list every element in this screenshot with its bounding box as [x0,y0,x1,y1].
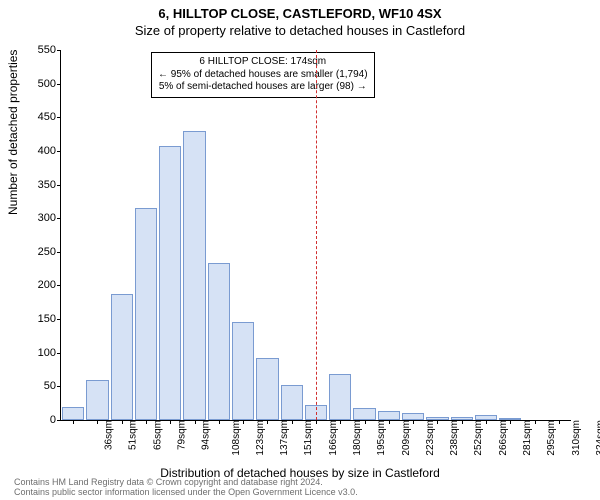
x-tick-label: 223sqm [421,420,436,456]
y-tick-label: 450 [16,111,61,123]
x-tick-mark [316,420,317,424]
y-tick-mark [57,285,61,286]
x-tick-mark [340,420,341,424]
x-tick-mark [535,420,536,424]
x-tick-mark [97,420,98,424]
footer-line-2: Contains public sector information licen… [14,488,358,498]
x-tick-mark [365,420,366,424]
histogram-bar [256,358,278,420]
y-tick-label: 300 [16,212,61,224]
histogram-bar [183,131,205,420]
annotation-line-2: ← 95% of detached houses are smaller (1,… [158,69,368,82]
x-tick-label: 108sqm [227,420,242,456]
y-tick-label: 200 [16,279,61,291]
y-tick-mark [57,151,61,152]
x-tick-mark [559,420,560,424]
x-tick-mark [510,420,511,424]
x-tick-label: 180sqm [348,420,363,456]
footer-attribution: Contains HM Land Registry data © Crown c… [14,478,358,498]
x-tick-label: 166sqm [324,420,339,456]
y-tick-mark [57,386,61,387]
x-tick-label: 36sqm [100,420,115,450]
histogram-bar [159,146,181,420]
x-tick-mark [219,420,220,424]
histogram-bar [353,408,375,420]
annotation-line-1: 6 HILLTOP CLOSE: 174sqm [158,56,368,69]
x-tick-label: 238sqm [445,420,460,456]
x-tick-label: 324sqm [591,420,600,456]
title-sub: Size of property relative to detached ho… [0,21,600,38]
x-tick-label: 79sqm [173,420,188,450]
x-tick-label: 195sqm [372,420,387,456]
y-tick-mark [57,420,61,421]
x-tick-mark [195,420,196,424]
histogram-bar [86,380,108,420]
y-tick-mark [57,319,61,320]
x-tick-label: 65sqm [148,420,163,450]
x-tick-label: 252sqm [470,420,485,456]
annotation-line-3: 5% of semi-detached houses are larger (9… [158,81,368,94]
x-tick-label: 209sqm [397,420,412,456]
x-tick-mark [413,420,414,424]
plot-area: 6 HILLTOP CLOSE: 174sqm ← 95% of detache… [60,50,571,421]
x-tick-mark [292,420,293,424]
y-tick-mark [57,84,61,85]
y-tick-mark [57,353,61,354]
histogram-bar [232,322,254,420]
y-tick-label: 550 [16,44,61,56]
x-tick-mark [462,420,463,424]
x-tick-mark [486,420,487,424]
y-tick-label: 250 [16,246,61,258]
x-tick-label: 137sqm [275,420,290,456]
x-tick-mark [170,420,171,424]
x-tick-label: 310sqm [567,420,582,456]
x-tick-mark [267,420,268,424]
annotation-box: 6 HILLTOP CLOSE: 174sqm ← 95% of detache… [151,52,375,98]
x-tick-label: 51sqm [124,420,139,450]
histogram-bar [62,407,84,420]
x-tick-label: 94sqm [197,420,212,450]
x-tick-label: 151sqm [300,420,315,456]
x-tick-mark [389,420,390,424]
y-tick-label: 350 [16,179,61,191]
x-tick-label: 295sqm [542,420,557,456]
y-tick-label: 50 [16,380,61,392]
y-tick-label: 150 [16,313,61,325]
y-tick-label: 500 [16,78,61,90]
histogram-bar [329,374,351,420]
y-tick-mark [57,50,61,51]
x-tick-mark [243,420,244,424]
y-tick-label: 100 [16,347,61,359]
histogram-bar [378,411,400,420]
chart-container: 6, HILLTOP CLOSE, CASTLEFORD, WF10 4SX S… [0,0,600,500]
y-tick-label: 400 [16,145,61,157]
histogram-bar [135,208,157,420]
y-tick-mark [57,117,61,118]
histogram-bar [402,413,424,420]
x-tick-mark [73,420,74,424]
y-tick-label: 0 [16,414,61,426]
x-tick-mark [122,420,123,424]
y-tick-mark [57,252,61,253]
histogram-bar [111,294,133,420]
histogram-bar [208,263,230,420]
x-tick-label: 123sqm [251,420,266,456]
x-tick-label: 281sqm [518,420,533,456]
y-tick-mark [57,218,61,219]
reference-line [316,50,317,420]
x-tick-label: 266sqm [494,420,509,456]
histogram-bar [281,385,303,420]
y-tick-mark [57,185,61,186]
x-tick-mark [437,420,438,424]
title-main: 6, HILLTOP CLOSE, CASTLEFORD, WF10 4SX [0,0,600,21]
x-tick-mark [146,420,147,424]
